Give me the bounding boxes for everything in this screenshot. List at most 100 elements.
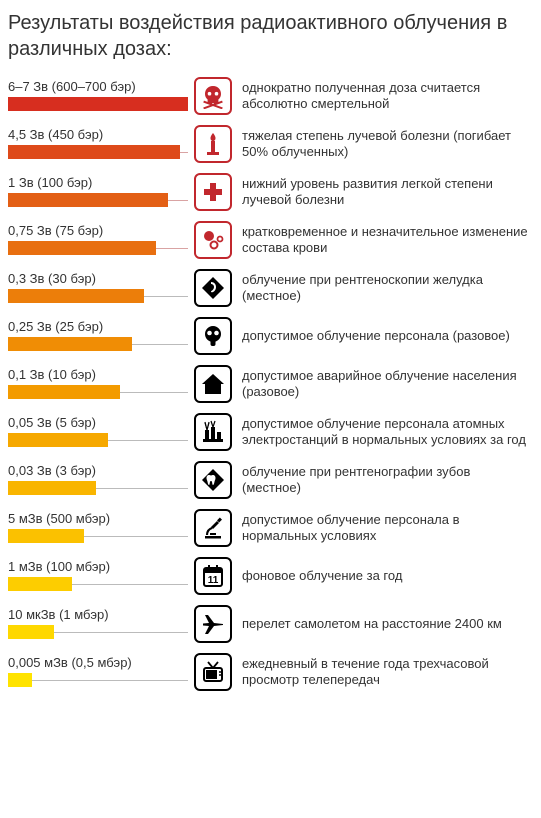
dose-label: 0,005 мЗв (0,5 мбэр) <box>8 655 188 670</box>
bar-wrap <box>8 673 188 687</box>
connector-line <box>132 344 188 345</box>
dose-description: кратковременное и незначительное изменен… <box>232 224 533 256</box>
dose-left: 0,75 Зв (75 бэр) <box>8 225 188 255</box>
dose-description: облучение при рентгеноскопии желудка (ме… <box>232 272 533 304</box>
dose-bar <box>8 529 84 543</box>
bar-wrap <box>8 577 188 591</box>
dose-description: облучение при рентгенографии зубов (мест… <box>232 464 533 496</box>
dose-row: 0,3 Зв (30 бэр) облучение при рентгеноско… <box>8 266 533 310</box>
dose-label: 1 мЗв (100 мбэр) <box>8 559 188 574</box>
gasmask-icon <box>194 317 232 355</box>
dose-label: 4,5 Зв (450 бэр) <box>8 127 188 142</box>
dose-bar <box>8 145 180 159</box>
dose-description: фоновое облучение за год <box>232 568 533 584</box>
bar-wrap <box>8 289 188 303</box>
stomach-icon <box>194 269 232 307</box>
bar-wrap <box>8 97 188 111</box>
candle-icon <box>194 125 232 163</box>
dose-left: 0,25 Зв (25 бэр) <box>8 321 188 351</box>
dose-label: 0,25 Зв (25 бэр) <box>8 319 188 334</box>
dose-row: 1 мЗв (100 мбэр) фоновое облучение за год <box>8 554 533 598</box>
dose-row: 10 мкЗв (1 мбэр) перелет самолетом на рас… <box>8 602 533 646</box>
connector-line <box>72 584 188 585</box>
connector-line <box>168 200 188 201</box>
tv-icon <box>194 653 232 691</box>
dose-label: 0,03 Зв (3 бэр) <box>8 463 188 478</box>
bar-wrap <box>8 481 188 495</box>
calendar-icon <box>194 557 232 595</box>
connector-line <box>32 680 188 681</box>
dose-description: допустимое облучение персонала в нормаль… <box>232 512 533 544</box>
dose-row: 0,1 Зв (10 бэр)допустимое аварийное облу… <box>8 362 533 406</box>
cross-icon <box>194 173 232 211</box>
dose-description: допустимое облучение персонала (разовое) <box>232 328 533 344</box>
dose-description: нижний уровень развития легкой степени л… <box>232 176 533 208</box>
connector-line <box>84 536 188 537</box>
connector-line <box>180 152 188 153</box>
dose-left: 0,03 Зв (3 бэр) <box>8 465 188 495</box>
connector-line <box>120 392 188 393</box>
bar-wrap <box>8 241 188 255</box>
dose-left: 5 мЗв (500 мбэр) <box>8 513 188 543</box>
dose-description: однократно полученная доза считается абс… <box>232 80 533 112</box>
bar-wrap <box>8 193 188 207</box>
dose-row: 5 мЗв (500 мбэр) допустимое облучение пер… <box>8 506 533 550</box>
dose-left: 1 мЗв (100 мбэр) <box>8 561 188 591</box>
microscope-icon <box>194 509 232 547</box>
dose-label: 6–7 Зв (600–700 бэр) <box>8 79 188 94</box>
dose-bar <box>8 241 156 255</box>
bar-wrap <box>8 145 188 159</box>
dose-left: 10 мкЗв (1 мбэр) <box>8 609 188 639</box>
dose-row: 0,25 Зв (25 бэр) допустимое облучение пер… <box>8 314 533 358</box>
dose-row: 1 Зв (100 бэр) нижний уровень развития ле… <box>8 170 533 214</box>
dose-left: 0,05 Зв (5 бэр) <box>8 417 188 447</box>
page-title: Результаты воздействия радиоактивного об… <box>8 10 533 62</box>
dose-bar <box>8 625 54 639</box>
dose-bar <box>8 577 72 591</box>
dose-bar <box>8 481 96 495</box>
connector-line <box>144 296 188 297</box>
dose-label: 1 Зв (100 бэр) <box>8 175 188 190</box>
tooth-icon <box>194 461 232 499</box>
dose-left: 0,3 Зв (30 бэр) <box>8 273 188 303</box>
bar-wrap <box>8 337 188 351</box>
dose-bar <box>8 289 144 303</box>
dose-description: допустимое облучение персонала атомных э… <box>232 416 533 448</box>
connector-line <box>108 440 188 441</box>
dose-left: 0,1 Зв (10 бэр) <box>8 369 188 399</box>
bar-wrap <box>8 433 188 447</box>
dose-bar <box>8 673 32 687</box>
dose-row: 0,75 Зв (75 бэр) кратковременное и незнач… <box>8 218 533 262</box>
dose-description: ежедневный в течение года трехчасовой пр… <box>232 656 533 688</box>
bar-wrap <box>8 529 188 543</box>
rows-container: 6–7 Зв (600–700 бэр) однократно полученна… <box>8 74 533 694</box>
dose-bar <box>8 433 108 447</box>
plane-icon <box>194 605 232 643</box>
skull-icon <box>194 77 232 115</box>
dose-bar <box>8 193 168 207</box>
dose-bar <box>8 337 132 351</box>
dose-description: перелет самолетом на расстояние 2400 км <box>232 616 533 632</box>
dose-row: 0,03 Зв (3 бэр) облучение при рентгеногра… <box>8 458 533 502</box>
dose-left: 1 Зв (100 бэр) <box>8 177 188 207</box>
connector-line <box>54 632 188 633</box>
bar-wrap <box>8 385 188 399</box>
bar-wrap <box>8 625 188 639</box>
dose-left: 4,5 Зв (450 бэр) <box>8 129 188 159</box>
dose-label: 0,1 Зв (10 бэр) <box>8 367 188 382</box>
blood-icon <box>194 221 232 259</box>
dose-left: 0,005 мЗв (0,5 мбэр) <box>8 657 188 687</box>
dose-row: 0,05 Зв (5 бэр) допустимое облучение перс… <box>8 410 533 454</box>
dose-row: 0,005 мЗв (0,5 мбэр) ежедневный в течение… <box>8 650 533 694</box>
dose-row: 6–7 Зв (600–700 бэр) однократно полученна… <box>8 74 533 118</box>
connector-line <box>96 488 188 489</box>
dose-left: 6–7 Зв (600–700 бэр) <box>8 81 188 111</box>
dose-bar <box>8 97 188 111</box>
dose-bar <box>8 385 120 399</box>
connector-line <box>156 248 188 249</box>
plant-icon <box>194 413 232 451</box>
dose-label: 0,05 Зв (5 бэр) <box>8 415 188 430</box>
dose-label: 10 мкЗв (1 мбэр) <box>8 607 188 622</box>
dose-description: тяжелая степень лучевой болезни (погибае… <box>232 128 533 160</box>
dose-label: 0,75 Зв (75 бэр) <box>8 223 188 238</box>
